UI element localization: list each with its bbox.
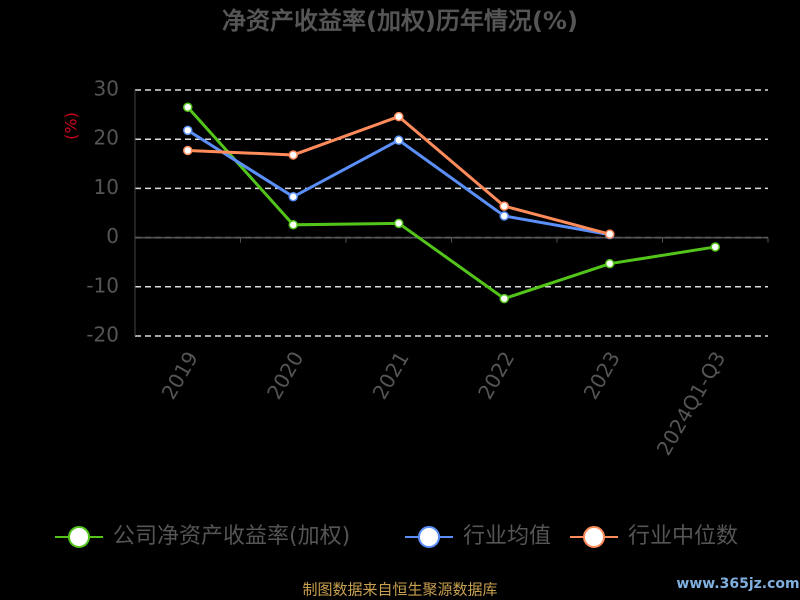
data-point [394,218,404,229]
legend-marker [583,526,605,548]
legend-label: 公司净资产收益率(加权) [113,524,350,549]
data-point [288,192,298,202]
watermark: www.365jz.com [676,576,799,592]
data-point [183,145,193,156]
data-point [183,102,193,112]
data-point [499,201,509,211]
chart-title: 净资产收益率(加权)历年情况(%) [222,7,578,35]
legend-marker [68,526,90,548]
y-tick-label: 20 [94,126,119,150]
legend-label: 行业中位数 [628,524,738,549]
data-point [394,135,404,145]
data-point [394,111,404,122]
y-tick-label: -20 [86,323,119,347]
data-point [499,211,509,221]
data-point [183,125,193,136]
y-tick-label: 10 [94,175,119,199]
y-tick-label: 30 [94,77,119,101]
data-point [499,293,509,304]
y-axis-label: (%) [62,112,81,140]
data-point [288,150,298,160]
data-point [288,220,298,230]
footer: 制图数据来自恒生聚源数据库 [302,581,497,599]
y-tick-label: 0 [106,224,119,248]
series-line [186,106,716,301]
data-point [605,258,615,269]
legend-marker [418,526,440,548]
data-point [710,242,720,252]
data-point [605,229,615,239]
y-tick-label: -10 [86,273,119,297]
legend-label: 行业均值 [463,524,551,549]
